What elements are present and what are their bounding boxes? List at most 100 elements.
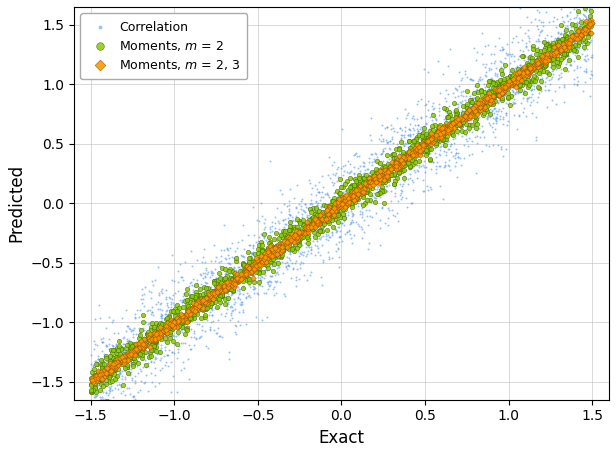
Correlation [532, 22, 542, 30]
Correlation [272, 277, 282, 285]
Moments, $m$ = 2 [399, 166, 409, 173]
Moments, $m$ = 2 [412, 148, 422, 155]
Moments, $m$ = 2 [181, 325, 191, 332]
Correlation [174, 323, 184, 330]
Moments, $m$ = 2 [495, 76, 505, 83]
Correlation [227, 310, 237, 317]
Correlation [541, 40, 551, 48]
Correlation [556, 44, 565, 51]
Correlation [566, 26, 576, 33]
Correlation [394, 143, 404, 150]
Correlation [240, 261, 250, 268]
Correlation [129, 393, 139, 400]
Moments, $m$ = 2, 3 [163, 324, 173, 331]
Moments, $m$ = 2 [545, 70, 554, 78]
Moments, $m$ = 2 [463, 87, 472, 94]
Correlation [537, 62, 547, 69]
Moments, $m$ = 2 [460, 128, 470, 135]
Moments, $m$ = 2 [328, 204, 338, 212]
Correlation [373, 161, 383, 168]
Moments, $m$ = 2, 3 [393, 159, 403, 166]
Moments, $m$ = 2 [515, 66, 525, 74]
Correlation [551, 57, 561, 64]
Moments, $m$ = 2 [527, 63, 537, 70]
Moments, $m$ = 2 [471, 116, 481, 123]
Correlation [339, 222, 349, 229]
Moments, $m$ = 2, 3 [381, 169, 391, 176]
Correlation [580, 78, 590, 85]
Moments, $m$ = 2, 3 [291, 231, 301, 238]
Correlation [154, 380, 164, 387]
Correlation [522, 95, 532, 103]
Moments, $m$ = 2 [543, 40, 553, 48]
Moments, $m$ = 2 [347, 190, 357, 197]
Moments, $m$ = 2 [153, 322, 163, 329]
Correlation [155, 305, 165, 312]
Correlation [518, 68, 528, 75]
Moments, $m$ = 2, 3 [453, 116, 463, 123]
Moments, $m$ = 2 [471, 124, 480, 131]
Correlation [253, 291, 263, 298]
Correlation [546, 76, 556, 83]
Correlation [413, 121, 423, 128]
Correlation [275, 279, 285, 286]
Correlation [323, 248, 333, 255]
Moments, $m$ = 2, 3 [426, 129, 436, 136]
Correlation [455, 123, 465, 131]
Correlation [480, 72, 490, 79]
Correlation [472, 112, 482, 119]
Moments, $m$ = 2 [203, 301, 213, 308]
Correlation [239, 284, 249, 291]
Moments, $m$ = 2 [134, 350, 144, 357]
Moments, $m$ = 2, 3 [201, 294, 211, 301]
Moments, $m$ = 2 [162, 329, 172, 336]
Correlation [377, 150, 387, 157]
Correlation [425, 155, 435, 163]
Moments, $m$ = 2 [367, 175, 376, 182]
Correlation [137, 285, 147, 292]
Moments, $m$ = 2 [484, 89, 494, 96]
Correlation [95, 397, 105, 404]
Moments, $m$ = 2 [434, 124, 444, 132]
Moments, $m$ = 2, 3 [567, 37, 577, 44]
Correlation [439, 128, 448, 136]
Correlation [103, 363, 113, 370]
Moments, $m$ = 2, 3 [470, 107, 480, 114]
Moments, $m$ = 2, 3 [512, 73, 522, 80]
Moments, $m$ = 2, 3 [274, 240, 284, 247]
Correlation [562, 34, 572, 41]
Moments, $m$ = 2 [379, 164, 389, 171]
Moments, $m$ = 2, 3 [337, 195, 347, 202]
Correlation [471, 169, 481, 176]
Moments, $m$ = 2 [353, 189, 363, 196]
Moments, $m$ = 2, 3 [448, 119, 458, 127]
Correlation [584, 32, 594, 39]
Moments, $m$ = 2 [381, 168, 391, 176]
Correlation [562, 58, 572, 65]
Correlation [554, 39, 564, 46]
Moments, $m$ = 2 [556, 47, 566, 54]
Moments, $m$ = 2 [207, 299, 217, 306]
Correlation [95, 393, 105, 400]
Moments, $m$ = 2 [301, 224, 310, 232]
Correlation [554, 83, 564, 90]
Correlation [378, 145, 388, 152]
Correlation [130, 378, 140, 385]
Correlation [513, 84, 523, 91]
Moments, $m$ = 2, 3 [162, 319, 172, 326]
Correlation [233, 263, 243, 271]
Correlation [99, 395, 108, 402]
Correlation [460, 70, 470, 78]
Moments, $m$ = 2 [371, 172, 381, 179]
Correlation [434, 136, 444, 143]
Moments, $m$ = 2 [399, 159, 409, 167]
Moments, $m$ = 2 [548, 43, 558, 50]
Moments, $m$ = 2, 3 [182, 318, 192, 325]
Correlation [346, 202, 355, 209]
Correlation [334, 239, 344, 246]
Correlation [146, 358, 156, 365]
Correlation [216, 252, 226, 260]
Moments, $m$ = 2 [403, 160, 413, 167]
Correlation [394, 162, 403, 169]
Moments, $m$ = 2, 3 [292, 233, 302, 240]
